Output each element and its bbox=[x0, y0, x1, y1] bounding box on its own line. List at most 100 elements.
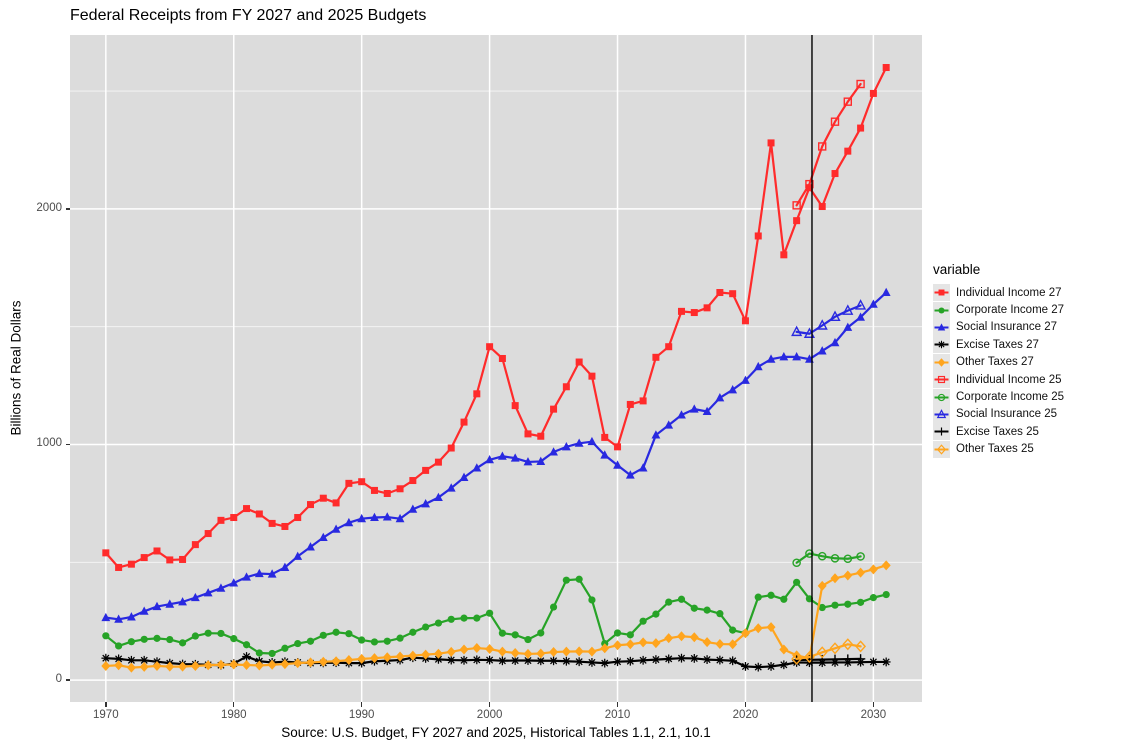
data-point-marker bbox=[242, 660, 252, 671]
data-point-marker bbox=[779, 660, 789, 670]
data-point-marker bbox=[937, 427, 946, 436]
asterisk-stroke-key-icon bbox=[933, 336, 950, 354]
data-point-marker bbox=[549, 447, 558, 456]
data-point-marker bbox=[357, 513, 367, 523]
series-other-taxes-27 bbox=[101, 560, 891, 673]
data-point-marker bbox=[345, 630, 353, 638]
data-point-marker bbox=[651, 655, 661, 664]
data-point-marker bbox=[816, 319, 828, 330]
data-point-marker bbox=[408, 650, 418, 661]
data-point-marker bbox=[216, 583, 226, 592]
y-tick-label: 1000 bbox=[36, 437, 62, 450]
data-point-marker bbox=[140, 554, 148, 562]
data-point-marker bbox=[203, 588, 213, 597]
data-point-marker bbox=[382, 512, 392, 521]
data-point-marker bbox=[318, 656, 328, 667]
square-open-key-icon bbox=[933, 371, 950, 389]
data-point-marker bbox=[856, 552, 865, 561]
data-point-marker bbox=[549, 647, 559, 658]
data-point-marker bbox=[153, 634, 161, 642]
data-point-marker bbox=[805, 179, 814, 189]
data-point-marker bbox=[382, 652, 392, 663]
data-point-marker bbox=[204, 629, 212, 637]
data-point-marker bbox=[306, 637, 315, 645]
data-point-marker bbox=[307, 501, 315, 509]
data-point-marker bbox=[829, 310, 841, 321]
data-point-marker bbox=[664, 654, 674, 664]
data-point-marker bbox=[369, 653, 379, 664]
data-point-marker bbox=[639, 617, 647, 625]
data-point-marker bbox=[689, 632, 699, 643]
data-point-marker bbox=[817, 551, 827, 561]
data-point-marker bbox=[843, 654, 853, 664]
data-point-marker bbox=[358, 478, 366, 486]
data-point-marker bbox=[306, 542, 315, 551]
data-point-marker bbox=[588, 596, 596, 604]
data-point-marker bbox=[715, 655, 725, 665]
data-point-marker bbox=[613, 629, 622, 637]
data-point-marker bbox=[102, 549, 110, 557]
data-point-marker bbox=[753, 662, 763, 672]
data-point-marker bbox=[561, 442, 571, 451]
data-point-marker bbox=[728, 656, 738, 666]
data-point-marker bbox=[844, 600, 852, 608]
legend-item-corporate-income-27: Corporate Income 27 bbox=[933, 301, 1125, 319]
data-point-marker bbox=[817, 346, 827, 355]
data-point-marker bbox=[937, 393, 946, 401]
data-point-marker bbox=[395, 651, 405, 662]
data-point-marker bbox=[842, 638, 854, 651]
data-point-marker bbox=[587, 658, 597, 667]
data-point-marker bbox=[575, 358, 583, 366]
data-point-marker bbox=[728, 639, 738, 650]
data-point-marker bbox=[818, 142, 827, 151]
data-point-marker bbox=[816, 646, 828, 659]
data-point-marker bbox=[114, 660, 124, 671]
data-point-marker bbox=[152, 601, 162, 611]
data-point-marker bbox=[370, 512, 379, 522]
data-point-marker bbox=[433, 648, 443, 659]
data-point-marker bbox=[677, 595, 686, 603]
data-point-marker bbox=[626, 631, 634, 639]
data-point-marker bbox=[459, 655, 469, 665]
data-point-marker bbox=[203, 660, 213, 671]
data-point-marker bbox=[473, 390, 481, 398]
data-point-marker bbox=[280, 562, 290, 571]
data-point-marker bbox=[332, 628, 340, 636]
data-point-marker bbox=[190, 592, 200, 602]
data-point-marker bbox=[446, 646, 456, 657]
x-tick-label: 1970 bbox=[93, 709, 119, 721]
data-point-marker bbox=[510, 453, 520, 462]
data-point-marker bbox=[293, 658, 303, 669]
x-tick-label: 1990 bbox=[348, 709, 375, 721]
data-point-marker bbox=[383, 489, 391, 497]
data-point-marker bbox=[792, 201, 801, 210]
data-point-marker bbox=[937, 358, 946, 367]
legend-item-other-taxes-25: Other Taxes 25 bbox=[933, 440, 1125, 458]
data-point-marker bbox=[702, 655, 712, 664]
data-point-marker bbox=[422, 466, 430, 474]
data-point-marker bbox=[625, 656, 635, 666]
data-point-marker bbox=[690, 309, 698, 317]
triangle-filled-key-icon bbox=[933, 318, 950, 336]
data-point-marker bbox=[140, 635, 148, 643]
data-point-marker bbox=[805, 595, 814, 603]
data-point-marker bbox=[216, 659, 226, 670]
data-point-marker bbox=[575, 575, 583, 583]
legend-item-social-insurance-25: Social Insurance 25 bbox=[933, 405, 1125, 423]
data-point-marker bbox=[600, 658, 610, 668]
data-point-marker bbox=[486, 343, 494, 351]
data-point-marker bbox=[229, 659, 239, 670]
data-point-marker bbox=[191, 632, 199, 640]
data-point-marker bbox=[409, 628, 417, 636]
x-tick-label: 1980 bbox=[220, 709, 247, 721]
data-point-marker bbox=[767, 139, 775, 147]
data-point-marker bbox=[625, 639, 635, 650]
data-point-marker bbox=[472, 643, 482, 654]
data-point-marker bbox=[574, 438, 584, 447]
legend-item-label: Social Insurance 27 bbox=[956, 321, 1058, 334]
data-point-marker bbox=[741, 375, 750, 384]
data-point-marker bbox=[447, 615, 455, 623]
data-point-marker bbox=[869, 89, 877, 97]
data-point-marker bbox=[523, 656, 533, 665]
data-point-marker bbox=[938, 289, 945, 296]
